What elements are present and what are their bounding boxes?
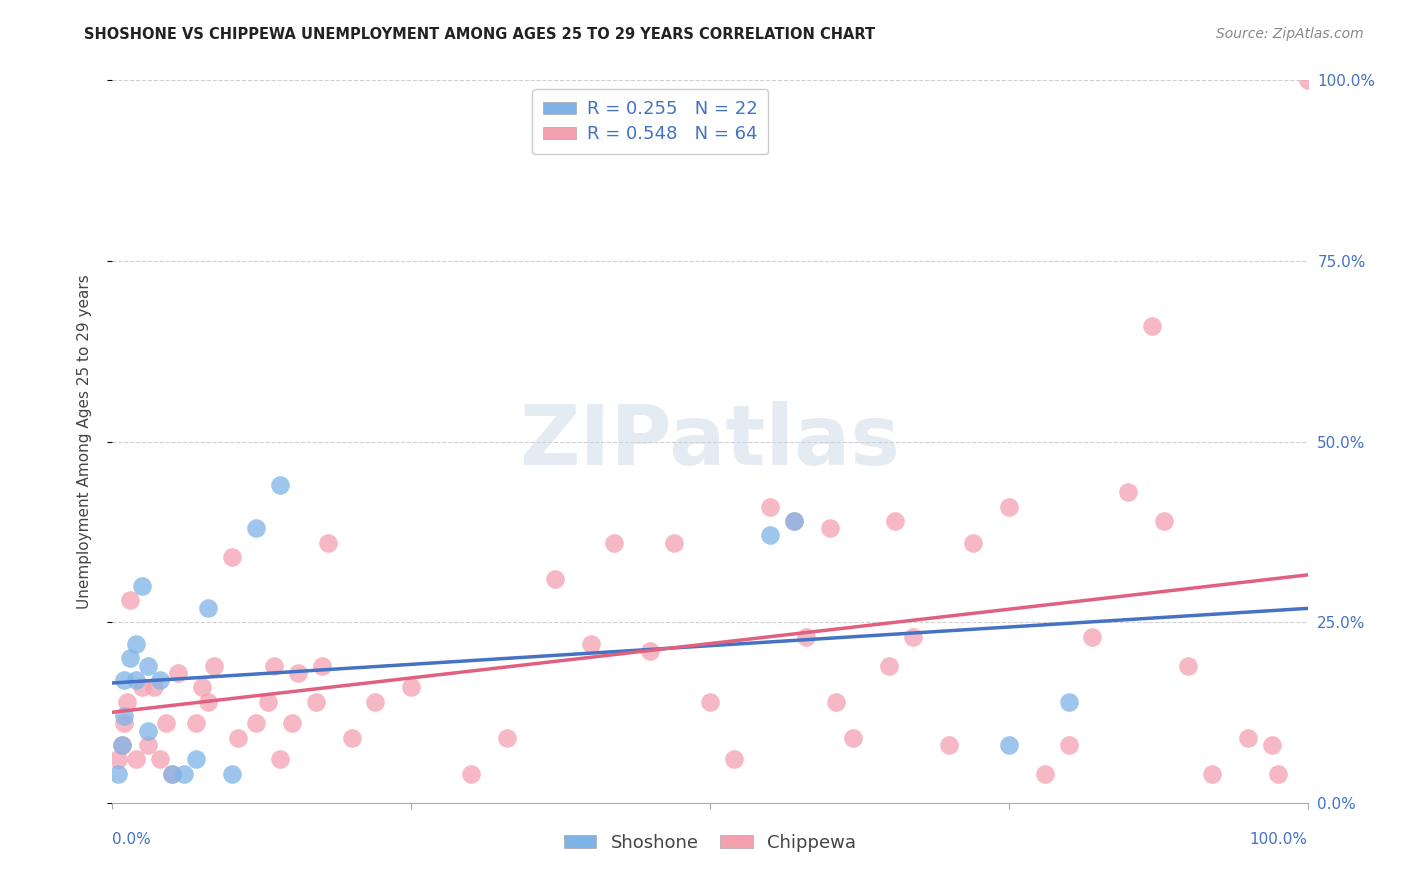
Point xyxy=(167,665,190,680)
Point xyxy=(197,695,219,709)
Point xyxy=(114,716,135,731)
Point xyxy=(143,680,166,694)
Point xyxy=(903,630,925,644)
Point xyxy=(111,738,134,752)
Point xyxy=(782,514,804,528)
Point xyxy=(460,767,482,781)
Point xyxy=(1081,630,1104,644)
Point xyxy=(162,767,183,781)
Point xyxy=(794,630,817,644)
Point xyxy=(115,695,138,709)
Point xyxy=(269,478,291,492)
Point xyxy=(202,658,225,673)
Point xyxy=(287,665,309,680)
Point xyxy=(191,680,214,694)
Point xyxy=(263,658,285,673)
Point xyxy=(125,752,148,766)
Point xyxy=(1296,73,1319,87)
Point xyxy=(340,731,363,745)
Point xyxy=(221,550,243,565)
Point xyxy=(186,716,208,731)
Point xyxy=(111,738,134,752)
Point xyxy=(998,500,1021,514)
Point xyxy=(401,680,423,694)
Point xyxy=(305,695,328,709)
Point xyxy=(998,738,1021,752)
Point xyxy=(1267,767,1289,781)
Point xyxy=(496,731,519,745)
Point xyxy=(640,644,662,658)
Point xyxy=(125,637,148,651)
Point xyxy=(759,500,782,514)
Point xyxy=(226,731,249,745)
Point xyxy=(579,637,602,651)
Point xyxy=(120,593,142,607)
Point xyxy=(723,752,745,766)
Point xyxy=(824,695,846,709)
Point xyxy=(107,767,129,781)
Point xyxy=(1142,318,1164,333)
Point xyxy=(1201,767,1223,781)
Point xyxy=(1033,767,1056,781)
Point xyxy=(186,752,208,766)
Point xyxy=(962,535,984,549)
Point xyxy=(1057,695,1080,709)
Point xyxy=(107,752,129,766)
Point xyxy=(125,673,148,687)
Legend: Shoshone, Chippewa: Shoshone, Chippewa xyxy=(557,826,863,859)
Text: SHOSHONE VS CHIPPEWA UNEMPLOYMENT AMONG AGES 25 TO 29 YEARS CORRELATION CHART: SHOSHONE VS CHIPPEWA UNEMPLOYMENT AMONG … xyxy=(84,27,876,42)
Point xyxy=(149,752,172,766)
Point xyxy=(1118,485,1140,500)
Point xyxy=(782,514,804,528)
Point xyxy=(138,738,160,752)
Point xyxy=(197,600,219,615)
Point xyxy=(879,658,901,673)
Point xyxy=(699,695,721,709)
Point xyxy=(245,521,267,535)
Point xyxy=(257,695,280,709)
Text: 100.0%: 100.0% xyxy=(1250,831,1308,847)
Point xyxy=(269,752,291,766)
Point xyxy=(884,514,907,528)
Point xyxy=(120,651,142,665)
Point xyxy=(138,658,160,673)
Point xyxy=(311,658,333,673)
Point xyxy=(316,535,339,549)
Point xyxy=(818,521,841,535)
Text: ZIPatlas: ZIPatlas xyxy=(520,401,900,482)
Point xyxy=(131,579,153,593)
Point xyxy=(221,767,243,781)
Point xyxy=(1237,731,1260,745)
Point xyxy=(155,716,177,731)
Point xyxy=(149,673,172,687)
Point xyxy=(245,716,267,731)
Point xyxy=(1177,658,1199,673)
Point xyxy=(1057,738,1080,752)
Point xyxy=(842,731,865,745)
Point xyxy=(759,528,782,542)
Point xyxy=(173,767,195,781)
Y-axis label: Unemployment Among Ages 25 to 29 years: Unemployment Among Ages 25 to 29 years xyxy=(77,274,91,609)
Point xyxy=(138,723,160,738)
Point xyxy=(664,535,686,549)
Point xyxy=(364,695,387,709)
Point xyxy=(938,738,960,752)
Point xyxy=(131,680,153,694)
Text: 0.0%: 0.0% xyxy=(112,831,152,847)
Point xyxy=(281,716,304,731)
Text: Source: ZipAtlas.com: Source: ZipAtlas.com xyxy=(1216,27,1364,41)
Point xyxy=(1261,738,1284,752)
Point xyxy=(114,673,135,687)
Point xyxy=(543,572,565,586)
Point xyxy=(162,767,183,781)
Point xyxy=(114,709,135,723)
Point xyxy=(1153,514,1175,528)
Point xyxy=(603,535,626,549)
